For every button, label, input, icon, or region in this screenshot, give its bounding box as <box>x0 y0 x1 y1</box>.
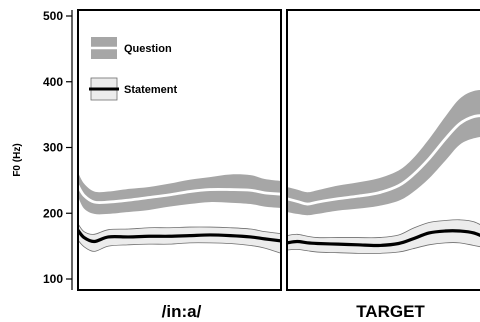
statement-confidence-band <box>287 219 480 254</box>
y-tick-label: 200 <box>43 206 63 220</box>
y-tick-label: 500 <box>43 9 63 23</box>
legend-item-question: Question <box>91 37 172 59</box>
question-confidence-band <box>287 89 480 216</box>
panel-frame <box>77 9 282 291</box>
statement-mean-line <box>78 228 281 244</box>
panel-2: TARGET <box>286 9 480 321</box>
legend-label-question: Question <box>124 43 172 55</box>
y-tick-label: 300 <box>43 141 63 155</box>
panel-plot-area <box>287 89 480 254</box>
question-mean-line <box>287 114 480 206</box>
panel-frame <box>286 9 480 291</box>
panel-plot-area <box>78 172 281 254</box>
y-axis: 100 200 300 400 500 <box>43 9 73 290</box>
legend-label-statement: Statement <box>124 84 178 96</box>
statement-confidence-band <box>78 223 281 254</box>
y-axis-title: F0 (Hz) <box>12 143 23 176</box>
statement-mean-line <box>287 229 480 248</box>
y-tick-label: 400 <box>43 75 63 89</box>
question-mean-line <box>78 184 281 205</box>
legend: Question Statement <box>89 37 178 101</box>
panel-1: /in:a/ <box>77 9 282 321</box>
panels: /in:a/TARGET <box>77 9 480 321</box>
panel-label: TARGET <box>356 302 425 321</box>
y-tick-label: 100 <box>43 272 63 286</box>
panel-label: /in:a/ <box>162 302 202 321</box>
legend-item-statement: Statement <box>89 77 178 101</box>
